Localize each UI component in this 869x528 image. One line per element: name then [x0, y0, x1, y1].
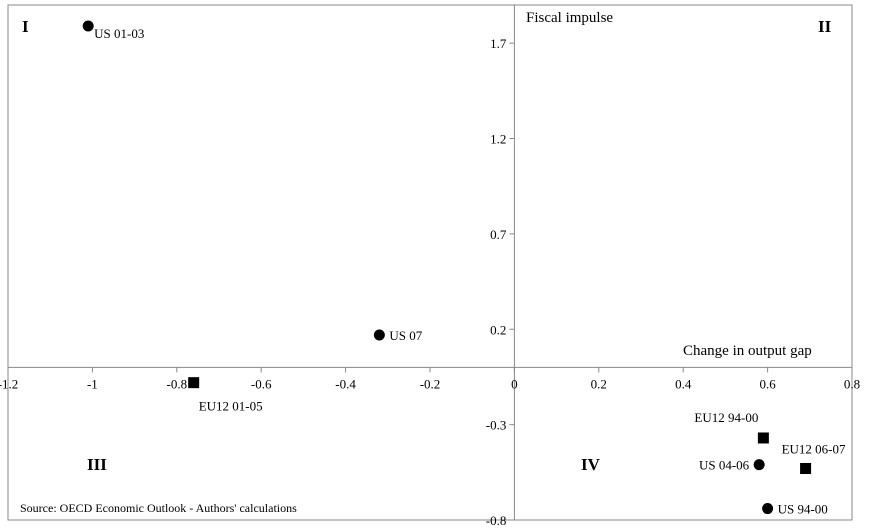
x-tick-label: 0 — [511, 376, 518, 391]
quadrant-label-1: I — [22, 17, 29, 36]
x-tick-label: 0.6 — [759, 376, 776, 391]
point-label: US 07 — [389, 328, 422, 343]
quadrant-label-4: IV — [581, 455, 601, 474]
x-tick-label: -0.4 — [335, 376, 356, 391]
plot-frame — [7, 4, 853, 521]
point-label: US 04-06 — [699, 458, 750, 473]
point-circle — [82, 20, 94, 32]
x-tick-label: -1.2 — [0, 376, 18, 391]
y-tick-label: -0.3 — [486, 418, 507, 433]
x-tick-label: -0.6 — [251, 376, 272, 391]
x-tick-label: 0.4 — [675, 376, 692, 391]
x-axis-title: Change in output gap — [683, 343, 812, 359]
y-tick-label: -0.8 — [486, 513, 507, 528]
point-label: EU12 01-05 — [199, 399, 263, 414]
point-square — [800, 463, 812, 474]
x-tick-label: 0.8 — [844, 376, 860, 391]
y-tick-label: 0.2 — [490, 322, 506, 337]
x-tick-label: -1 — [87, 376, 98, 391]
y-tick-label: 0.7 — [490, 227, 507, 242]
point-label: EU12 94-00 — [694, 410, 758, 425]
point-circle — [373, 329, 385, 341]
x-tick-label: 0.2 — [591, 376, 607, 391]
point-circle — [762, 503, 774, 515]
quadrant-label-3: III — [87, 455, 107, 474]
y-tick-label: 1.2 — [490, 132, 506, 147]
x-tick-label: -0.2 — [420, 376, 441, 391]
source-note: Source: OECD Economic Outlook - Authors'… — [20, 501, 297, 515]
point-label: US 01-03 — [94, 26, 144, 41]
x-tick-label: -0.8 — [167, 376, 188, 391]
y-axis-title: Fiscal impulse — [526, 10, 613, 26]
point-label: US 94-00 — [778, 502, 828, 517]
quadrant-label-2: II — [818, 17, 832, 36]
point-square — [188, 377, 200, 389]
point-circle — [753, 459, 765, 471]
y-tick-label: 1.7 — [490, 36, 507, 51]
point-label: EU12 06-07 — [782, 442, 846, 457]
point-square — [757, 432, 769, 444]
